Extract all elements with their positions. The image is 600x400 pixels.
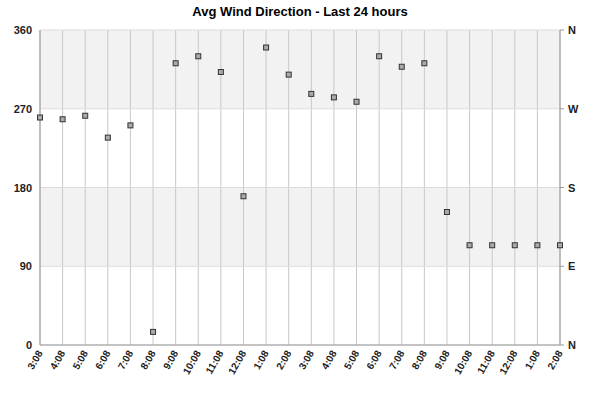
marker (264, 45, 269, 50)
y2-tick-label: E (568, 260, 575, 272)
y2-tick (560, 345, 564, 346)
marker (331, 95, 336, 100)
marker (128, 123, 133, 128)
x-tick-label: 9:08 (432, 348, 452, 371)
marker (422, 61, 427, 66)
marker (444, 210, 449, 215)
marker (377, 54, 382, 59)
y-grid-line (40, 266, 560, 267)
background (0, 0, 600, 400)
marker (558, 243, 563, 248)
y2-tick-label: W (568, 103, 579, 115)
x-tick-label: 12:08 (497, 348, 520, 376)
marker (60, 117, 65, 122)
x-tick-label: 10:08 (452, 348, 475, 376)
y-tick-label: 360 (14, 24, 32, 36)
x-tick-label: 6:08 (364, 348, 384, 371)
x-tick-label: 11:08 (475, 348, 497, 376)
x-tick-label: 3:08 (25, 348, 45, 371)
marker (467, 243, 472, 248)
x-tick-label: 9:08 (161, 348, 181, 371)
x-tick-label: 5:08 (70, 348, 90, 371)
x-tick-label: 7:08 (387, 348, 407, 371)
x-tick-label: 8:08 (410, 348, 430, 371)
y-grid-line (40, 345, 560, 346)
x-axis-line (40, 345, 560, 346)
grid-band (40, 188, 560, 267)
x-tick-label: 10:08 (181, 348, 204, 376)
x-tick-label: 3:08 (297, 348, 317, 371)
y-grid-line (40, 187, 560, 188)
x-tick-label: 5:08 (342, 348, 362, 371)
marker (241, 194, 246, 199)
y2-tick (560, 30, 564, 31)
x-tick-label: 6:08 (93, 348, 113, 371)
plot-marks (38, 45, 563, 334)
y-grid-line (40, 108, 560, 109)
x-tick-label: 11:08 (204, 348, 226, 376)
marker (151, 329, 156, 334)
marker (354, 99, 359, 104)
marker (286, 72, 291, 77)
y2-tick (560, 266, 564, 267)
y-tick-label: 180 (14, 182, 32, 194)
marker (83, 113, 88, 118)
x-grid-line (40, 30, 41, 345)
y2-tick (560, 187, 564, 188)
marker (512, 243, 517, 248)
x-tick-label: 1:08 (523, 348, 543, 371)
x-tick-label: 1:08 (251, 348, 271, 371)
y-axis-line (40, 30, 41, 345)
x-tick-label: 2:08 (545, 348, 565, 371)
marker (399, 64, 404, 69)
chart: Avg Wind Direction - Last 24 hours 0 90 180… (0, 0, 600, 400)
marker (490, 243, 495, 248)
marker (173, 61, 178, 66)
y2-tick-label: N (568, 339, 576, 351)
x-tick-label: 8:08 (138, 348, 158, 371)
marker (218, 70, 223, 75)
grid-band (40, 30, 560, 109)
y-tick-label: 270 (14, 103, 32, 115)
y2-tick-label: S (568, 182, 575, 194)
y-tick-label: 0 (26, 339, 32, 351)
x-tick-label: 7:08 (116, 348, 136, 371)
x-tick-label: 12:08 (226, 348, 249, 376)
y2-tick-label: N (568, 24, 576, 36)
marker (105, 135, 110, 140)
marker (309, 91, 314, 96)
marker (196, 54, 201, 59)
x-tick-label: 2:08 (274, 348, 294, 371)
marker (38, 115, 43, 120)
x-tick-label: 4:08 (48, 348, 68, 371)
title: Avg Wind Direction - Last 24 hours (192, 4, 407, 19)
y2-tick (560, 108, 564, 109)
y-grid-line (40, 30, 560, 31)
x-tick-label: 4:08 (319, 348, 339, 371)
marker (535, 243, 540, 248)
y-tick-label: 90 (20, 260, 32, 272)
